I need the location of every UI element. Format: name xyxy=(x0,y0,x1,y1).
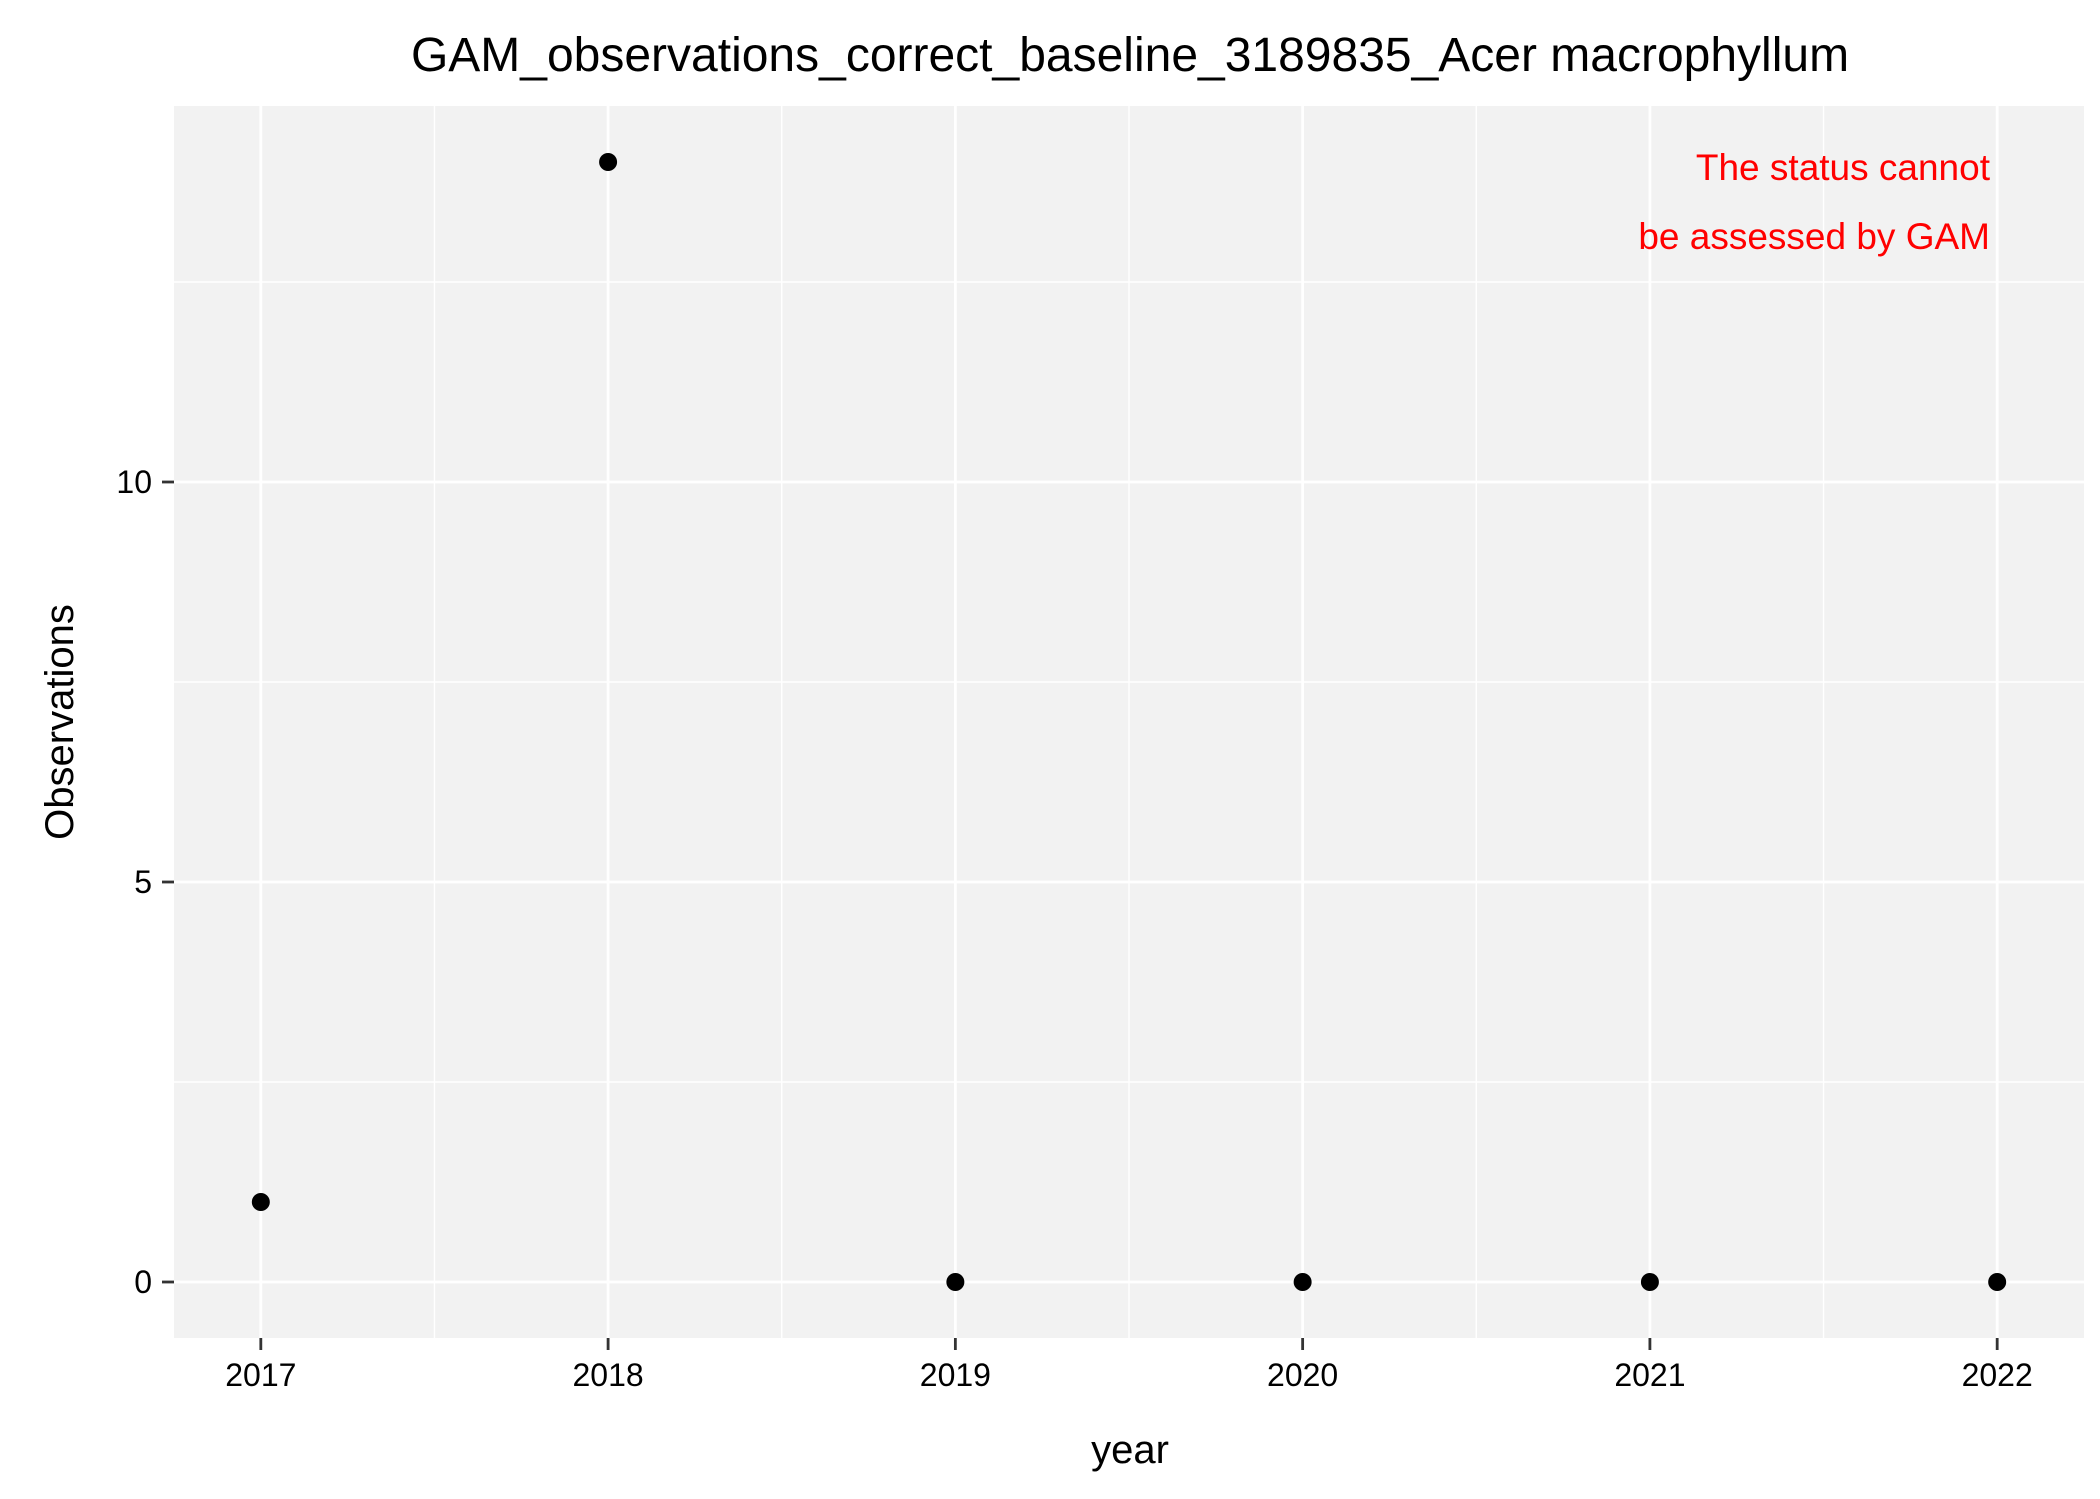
y-tick-label: 10 xyxy=(116,464,152,500)
x-tick-label: 2019 xyxy=(920,1357,991,1393)
y-tick-label: 5 xyxy=(134,864,152,900)
x-axis: 2017 2018 2019 2020 2021 2022 xyxy=(225,1338,2033,1393)
chart-title: GAM_observations_correct_baseline_318983… xyxy=(411,29,1849,82)
grid-minor xyxy=(174,106,2084,1338)
y-tick-label: 0 xyxy=(134,1264,152,1300)
data-point-2017 xyxy=(251,1193,270,1211)
annotation-line-1: The status cannot xyxy=(1696,147,1991,188)
x-tick-label: 2020 xyxy=(1267,1357,1338,1393)
data-point-2022 xyxy=(1988,1273,2007,1291)
data-point-2021 xyxy=(1640,1273,1659,1291)
x-tick-label: 2021 xyxy=(1614,1357,1685,1393)
annotation-line-2: be assessed by GAM xyxy=(1638,216,1990,257)
data-point-2020 xyxy=(1293,1273,1312,1291)
annotation: The status cannot be assessed by GAM xyxy=(1638,147,1990,257)
x-tick-label: 2018 xyxy=(572,1357,643,1393)
x-axis-title: year xyxy=(1091,1428,1169,1472)
data-point-2018 xyxy=(599,153,618,171)
x-tick-label: 2022 xyxy=(1962,1357,2033,1393)
y-axis: 0 5 10 xyxy=(116,464,174,1300)
data-point-2019 xyxy=(946,1273,965,1291)
x-tick-label: 2017 xyxy=(225,1357,296,1393)
grid-major xyxy=(174,106,2084,1338)
y-axis-title: Observations xyxy=(38,604,82,840)
data-points xyxy=(251,153,2007,1291)
